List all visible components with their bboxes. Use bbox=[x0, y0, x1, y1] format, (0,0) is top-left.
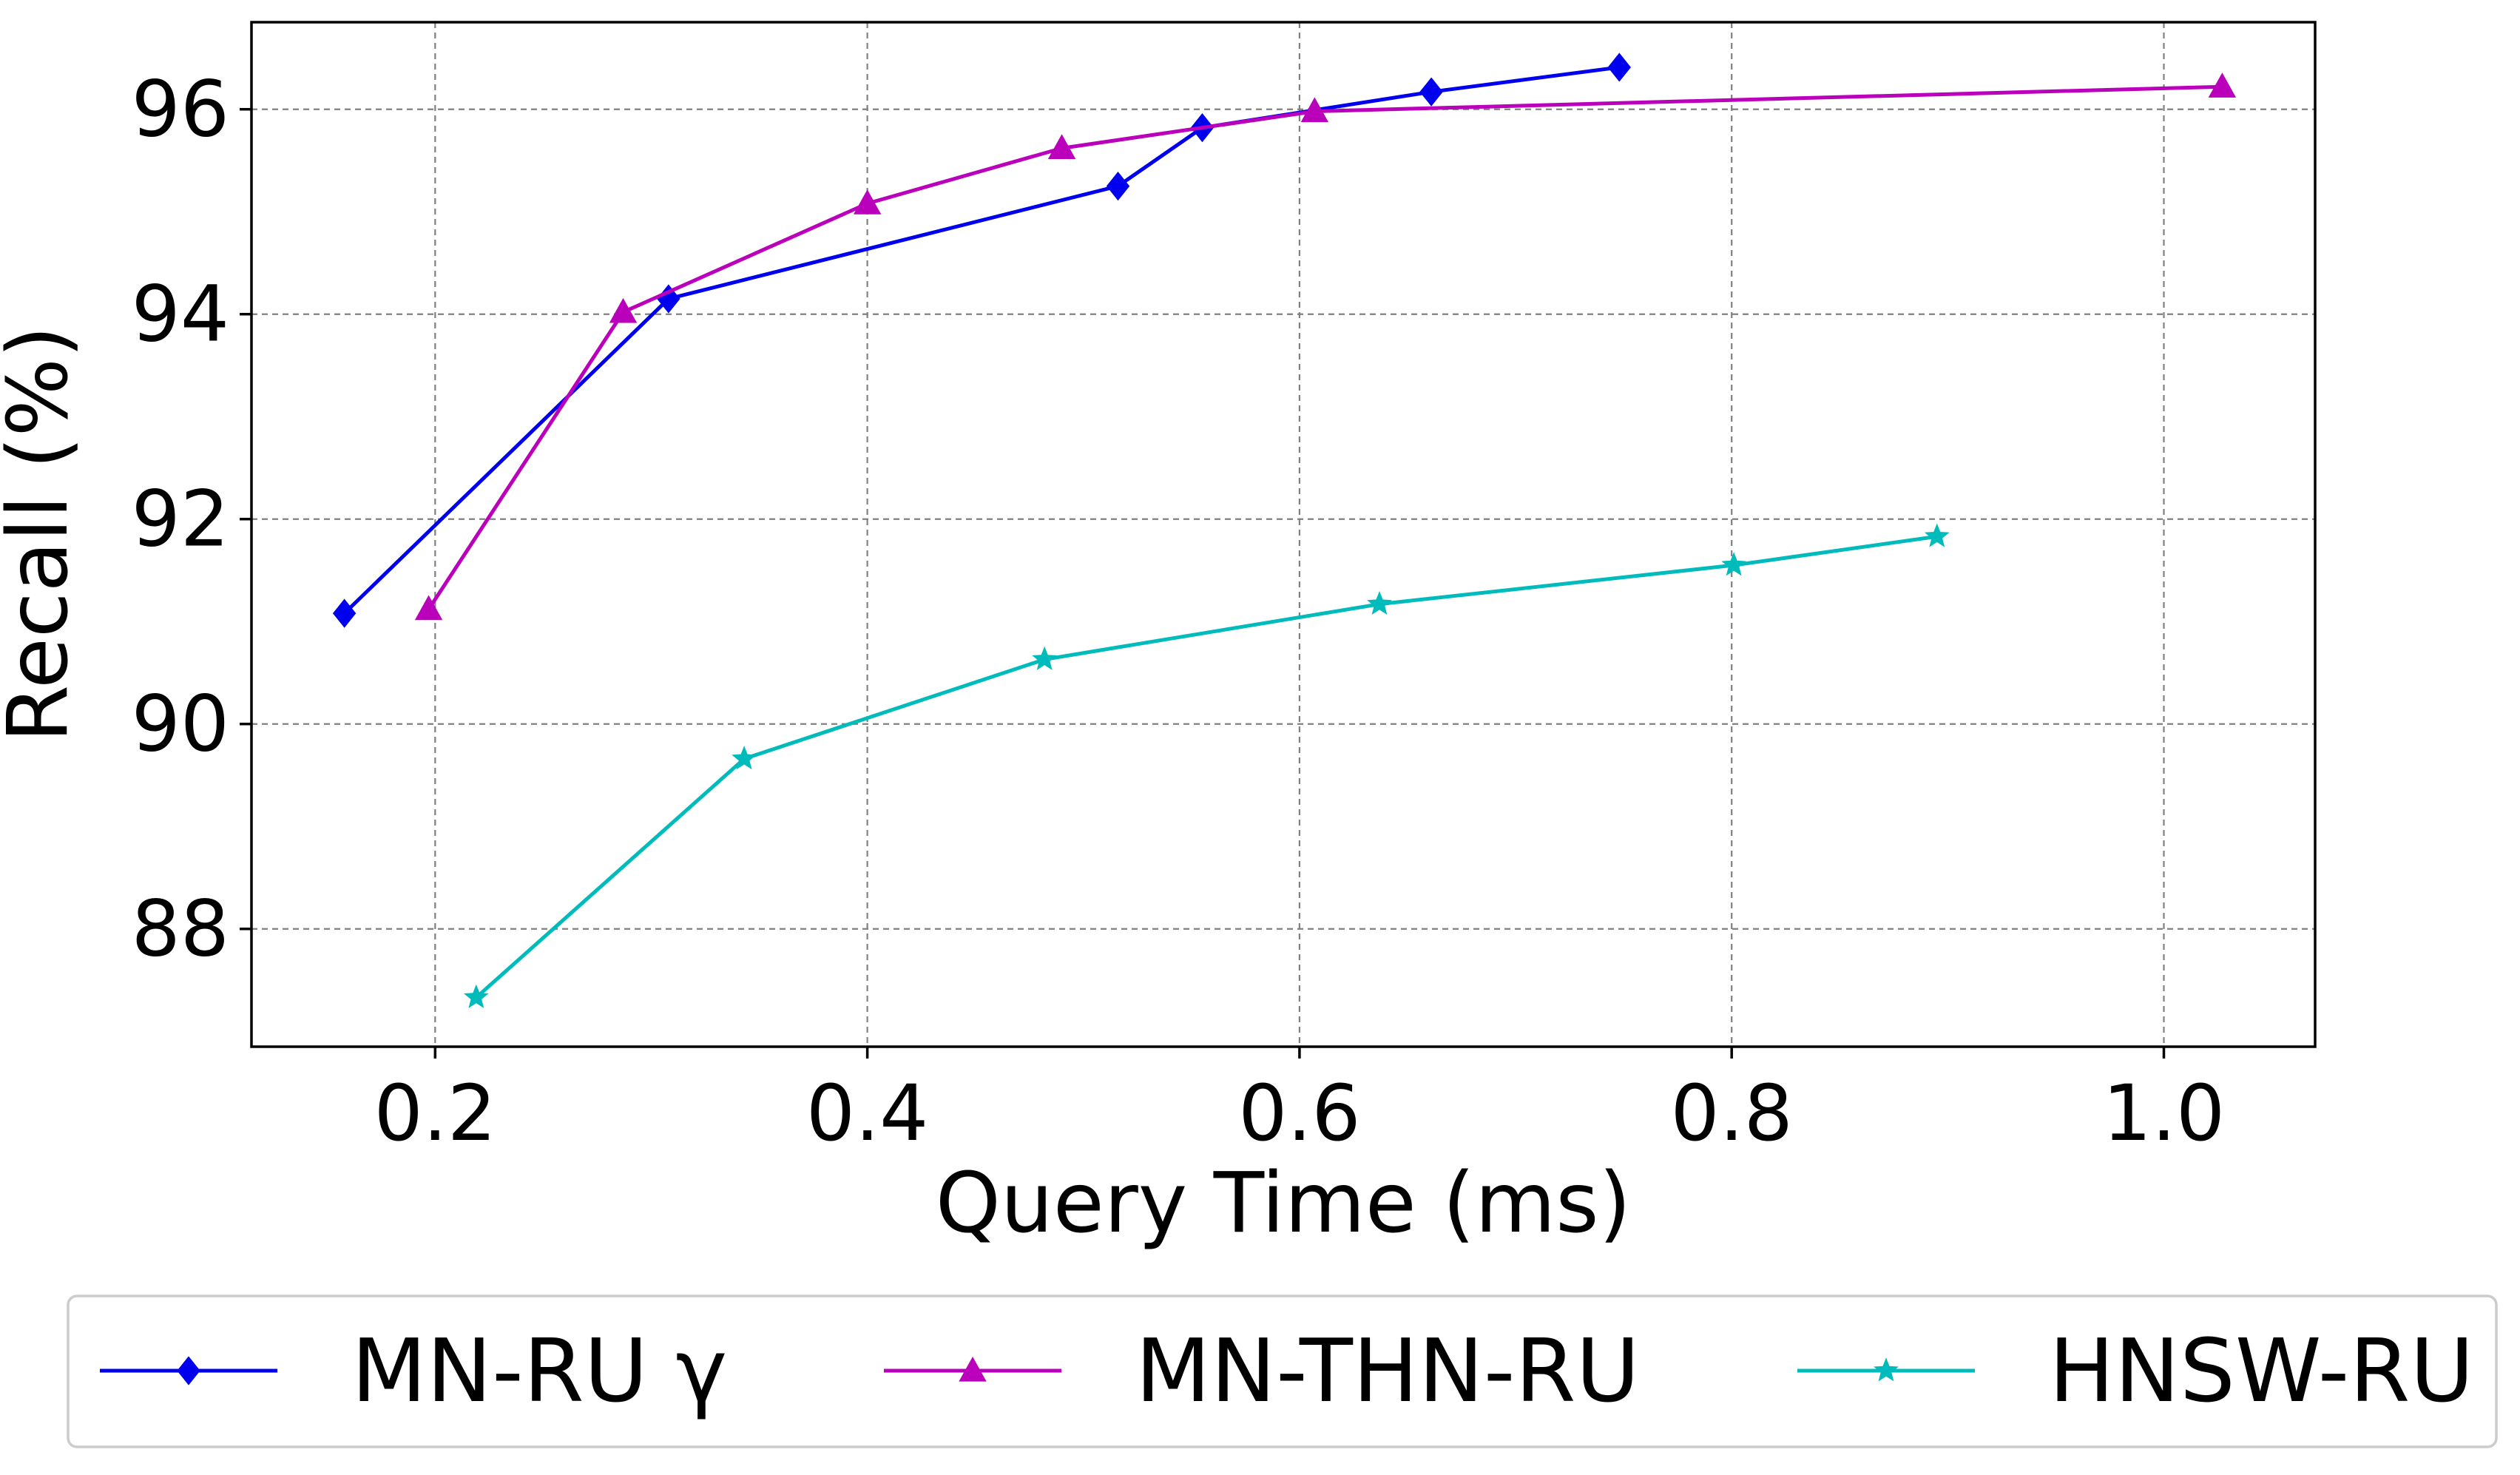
x-axis-label: Query Time (ms) bbox=[936, 1155, 1632, 1252]
data-point bbox=[1047, 134, 1076, 159]
data-point bbox=[1367, 590, 1392, 615]
x-tick-label: 0.6 bbox=[1238, 1068, 1360, 1158]
legend: MN-RU γ MN-THN-RU HNSW-RU bbox=[67, 1295, 2498, 1448]
x-tick-label: 0.8 bbox=[1671, 1068, 1793, 1158]
y-axis-label: Recall (%) bbox=[0, 325, 87, 743]
data-point bbox=[1106, 171, 1130, 201]
data-point bbox=[414, 595, 443, 621]
legend-marker bbox=[1874, 1357, 1899, 1382]
series-line bbox=[475, 534, 1938, 999]
data-point bbox=[1607, 53, 1631, 82]
series-1 bbox=[414, 72, 2237, 621]
legend-box bbox=[67, 1295, 2498, 1448]
legend-item: MN-RU γ bbox=[100, 1320, 727, 1422]
data-point bbox=[1419, 77, 1443, 107]
data-point bbox=[1300, 97, 1329, 123]
legend-label: MN-THN-RU bbox=[1135, 1320, 1640, 1422]
data-point bbox=[609, 297, 638, 323]
data-point bbox=[1721, 552, 1746, 576]
y-tick-label: 94 bbox=[132, 269, 229, 360]
series-2 bbox=[463, 523, 1950, 1008]
legend-item: HNSW-RU bbox=[1797, 1320, 2474, 1422]
x-tick-label: 1.0 bbox=[2103, 1068, 2225, 1158]
y-tick-label: 92 bbox=[132, 474, 229, 564]
ticks: 0.2 0.4 0.6 0.8 1.0 88 90 92 94 96 bbox=[132, 64, 2226, 1158]
x-tick-label: 0.4 bbox=[806, 1068, 928, 1158]
data-point bbox=[463, 984, 489, 1008]
data-point bbox=[2208, 72, 2237, 98]
series-line bbox=[427, 84, 2223, 610]
series-line bbox=[342, 65, 1620, 615]
y-tick-label: 96 bbox=[132, 64, 229, 155]
series-0 bbox=[332, 53, 1631, 628]
data-point bbox=[1032, 646, 1058, 670]
legend-item: MN-THN-RU bbox=[884, 1320, 1640, 1422]
plot-area-frame bbox=[250, 21, 2317, 1048]
grid bbox=[251, 22, 2315, 1047]
y-tick-label: 88 bbox=[132, 884, 229, 974]
legend-label: MN-RU γ bbox=[351, 1320, 727, 1422]
legend-marker bbox=[177, 1356, 200, 1385]
y-tick-label: 90 bbox=[132, 679, 229, 769]
x-tick-label: 0.2 bbox=[374, 1068, 496, 1158]
series-layer bbox=[332, 53, 2237, 1008]
data-point bbox=[853, 189, 882, 215]
legend-label: HNSW-RU bbox=[2049, 1320, 2474, 1422]
data-point bbox=[332, 598, 357, 628]
legend-marker bbox=[959, 1356, 987, 1382]
data-point bbox=[732, 746, 757, 770]
data-point bbox=[1924, 523, 1950, 547]
